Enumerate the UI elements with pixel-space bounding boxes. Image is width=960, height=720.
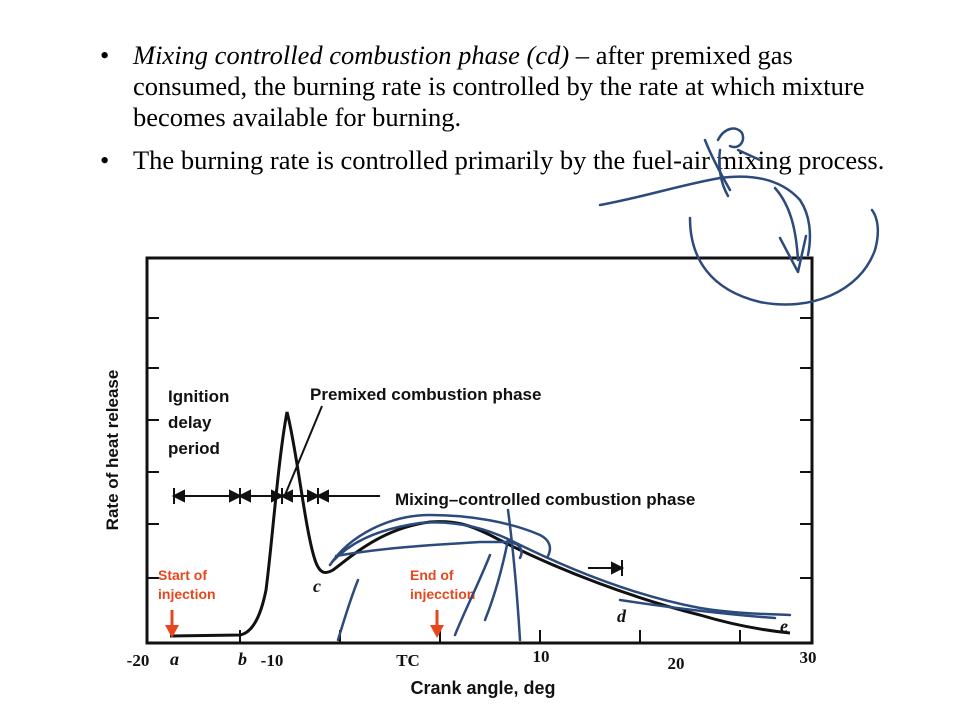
mixing-label: Mixing–controlled combustion phase (395, 490, 695, 509)
premixed-label: Premixed combustion phase (310, 385, 541, 404)
pen-vertical-1 (336, 578, 360, 642)
point-label-d: d (617, 606, 627, 626)
injection-markers: Start of injection End of injecction (158, 567, 475, 638)
plot-frame (145, 256, 814, 645)
phase-range-arrows (171, 488, 625, 576)
end-injection-line2: injecction (410, 586, 475, 602)
heat-release-curve (169, 411, 791, 638)
ignition-label-line1: Ignition (168, 387, 229, 406)
ignition-label-line2: delay (168, 413, 212, 432)
y-tick-marks (147, 317, 159, 579)
pen-tail (618, 598, 777, 620)
x-tick-label: 30 (800, 648, 817, 667)
point-label-a: a (170, 649, 179, 669)
start-injection-line2: injection (158, 586, 216, 602)
pen-loop-top (716, 127, 745, 149)
x-axis-label: Crank angle, deg (410, 678, 555, 698)
pen-upper-curve (328, 513, 552, 567)
ignition-label-line3: period (168, 439, 220, 458)
bullet-list: Mixing controlled combustion phase (cd) … (100, 40, 900, 188)
point-label-e: e (780, 616, 788, 636)
pen-plateau (334, 540, 523, 560)
end-injection-arrowhead (430, 625, 444, 638)
pen-curve-overlay (330, 521, 792, 617)
pen-annotations (328, 127, 880, 642)
pen-vertical-4 (506, 508, 522, 642)
end-injection-line1: End of (410, 567, 454, 583)
point-label-b: b (238, 649, 247, 669)
pen-vertical-3 (483, 538, 510, 622)
pen-scribble-2 (718, 148, 730, 198)
pen-scribble-1 (703, 138, 732, 192)
x-tick-label: -20 (127, 651, 150, 670)
pen-underline-arc (598, 175, 812, 257)
x-tick-label: 10 (533, 647, 550, 666)
y-tick-marks-right (800, 317, 812, 579)
x-tick-label: -10 (261, 651, 284, 670)
bullet-mixing-phase-text: after premixed gas consumed, the burning… (133, 40, 865, 132)
point-label-c: c (313, 576, 321, 596)
x-tick-label: TC (396, 651, 420, 670)
pen-scribble-3 (736, 148, 762, 162)
bullet-mixing-phase-lead: Mixing controlled combustion phase (cd) … (133, 40, 590, 70)
premixed-pointer (284, 405, 323, 496)
pen-big-circle (688, 208, 880, 306)
pen-big-arrow (773, 186, 808, 274)
start-injection-arrowhead (165, 625, 179, 638)
x-tick-marks (239, 630, 741, 643)
pen-vertical-2 (453, 553, 492, 637)
start-injection-line1: Start of (158, 567, 207, 583)
bullet-mixing-phase: Mixing controlled combustion phase (cd) … (100, 40, 900, 133)
x-tick-label: 20 (668, 654, 685, 673)
y-axis-label: Rate of heat release (103, 370, 122, 531)
